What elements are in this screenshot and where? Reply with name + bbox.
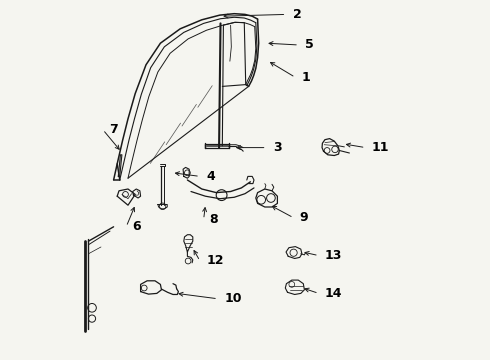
Text: 14: 14 <box>325 287 343 300</box>
Text: 10: 10 <box>224 292 242 305</box>
Text: 5: 5 <box>305 39 314 51</box>
Text: 6: 6 <box>132 220 141 233</box>
Text: 7: 7 <box>109 123 118 136</box>
Text: 3: 3 <box>273 141 281 154</box>
Text: 13: 13 <box>325 249 343 262</box>
Text: 2: 2 <box>293 8 301 21</box>
Text: 11: 11 <box>372 141 389 154</box>
Text: 1: 1 <box>301 71 310 84</box>
Text: 4: 4 <box>206 170 215 183</box>
Text: 12: 12 <box>206 255 223 267</box>
Text: 8: 8 <box>210 213 219 226</box>
Text: 9: 9 <box>300 211 308 224</box>
